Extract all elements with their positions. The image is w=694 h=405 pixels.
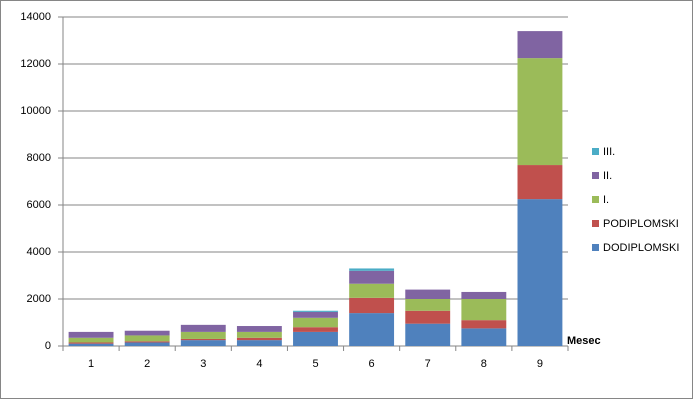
bar-segment [68, 343, 114, 346]
legend-label: II. [603, 170, 612, 182]
bar-segment [461, 320, 507, 329]
bar-segment [349, 297, 395, 314]
bar-segment [405, 299, 451, 311]
bar-segment [124, 342, 170, 346]
y-tick-label: 8000 [27, 152, 51, 164]
bar-segment [68, 331, 114, 338]
bar-segment [180, 331, 226, 339]
legend-label: III. [603, 146, 615, 158]
legend-label: I. [603, 194, 609, 206]
bar-segment [68, 337, 114, 343]
bar-segment [349, 283, 395, 298]
legend-label: DODIPLOMSKI [603, 242, 679, 254]
bar-segment [180, 338, 226, 341]
bar-segment [124, 335, 170, 342]
x-tick-label: 9 [537, 358, 543, 370]
legend-swatch [592, 172, 599, 179]
bar-segment [293, 311, 338, 318]
bar-segment [461, 291, 507, 299]
bar-segment [405, 310, 451, 324]
bar-segment [124, 341, 170, 343]
bar-segment [236, 326, 282, 332]
bar-segment [349, 270, 395, 284]
bar-segment [180, 340, 226, 346]
legend-swatch [592, 220, 599, 227]
y-tick-label: 4000 [27, 246, 51, 258]
y-tick-label: 10000 [20, 105, 51, 117]
bar-segment [180, 324, 226, 332]
bar-segment [517, 31, 563, 59]
bar-segment [517, 165, 563, 200]
legend-swatch [592, 244, 599, 251]
bar-segment [405, 323, 451, 346]
y-tick-label: 14000 [20, 11, 51, 23]
bar-segment [517, 199, 563, 346]
legend-swatch [592, 196, 599, 203]
bar-segment [349, 268, 395, 271]
x-axis-label: Mesec [567, 335, 601, 347]
bar-segment [68, 342, 114, 344]
bar-segment [236, 337, 282, 341]
bar-segment [293, 317, 338, 328]
x-tick-label: 8 [481, 358, 487, 370]
bar-segment [293, 310, 338, 312]
x-tick-label: 2 [144, 358, 150, 370]
bar-segment [517, 58, 563, 166]
x-tick-label: 6 [369, 358, 375, 370]
x-tick-label: 7 [425, 358, 431, 370]
bar-segment [236, 331, 282, 338]
y-tick-label: 0 [45, 340, 51, 352]
legend-label: PODIPLOMSKI [603, 218, 679, 230]
bar-segment [405, 289, 451, 299]
y-tick-label: 2000 [27, 293, 51, 305]
x-tick-label: 3 [200, 358, 206, 370]
bar-segment [293, 327, 338, 332]
bar-segment [236, 340, 282, 346]
x-tick-label: 1 [88, 358, 94, 370]
x-tick-label: 5 [312, 358, 318, 370]
bar-segment [349, 313, 395, 346]
bar-segment [461, 299, 507, 321]
x-tick-label: 4 [256, 358, 262, 370]
bar-segment [293, 331, 338, 346]
legend-swatch [592, 148, 599, 155]
y-tick-label: 6000 [27, 199, 51, 211]
bar-segment [124, 330, 170, 336]
y-tick-label: 12000 [20, 58, 51, 70]
bar-segment [461, 328, 507, 346]
